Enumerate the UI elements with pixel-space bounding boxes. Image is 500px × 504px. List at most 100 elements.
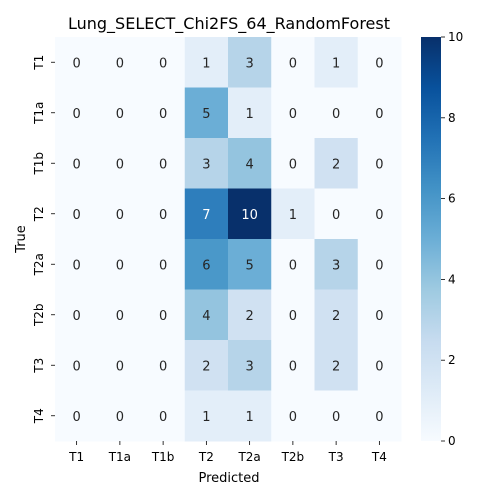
heatmap-cell [98, 239, 142, 290]
y-tick-label: T1a [32, 102, 46, 125]
heatmap-cell [55, 289, 99, 341]
heatmap-cell [98, 87, 142, 139]
heatmap-cell [357, 87, 402, 139]
cell-value-label: 3 [202, 157, 210, 172]
cell-value-label: 0 [159, 56, 167, 71]
cell-value-label: 3 [245, 56, 253, 71]
heatmap-cell [98, 188, 142, 240]
heatmap-cell [184, 87, 229, 139]
heatmap-cell [357, 390, 402, 442]
cell-value-label: 0 [116, 258, 124, 273]
cell-value-label: 2 [332, 157, 340, 172]
cell-value-label: 0 [289, 157, 297, 172]
colorbar-tick-label: 0 [448, 434, 456, 448]
heatmap-cells [55, 37, 402, 442]
cell-value-label: 10 [241, 208, 258, 223]
heatmap-cell [55, 239, 99, 290]
x-tick-label: T1a [108, 450, 131, 464]
cell-value-label: 0 [116, 157, 124, 172]
cell-value-label: 0 [375, 107, 383, 122]
heatmap-cell [55, 138, 99, 189]
heatmap-cell [271, 188, 315, 240]
heatmap-cell [357, 289, 402, 341]
heatmap-cell [357, 37, 402, 88]
heatmap-cell [228, 239, 272, 290]
cell-value-label: 0 [116, 208, 124, 223]
cell-value-label: 0 [159, 157, 167, 172]
x-tick-label: T3 [328, 450, 344, 464]
heatmap-cell [184, 188, 229, 240]
heatmap-cell [141, 289, 186, 341]
heatmap-cell [141, 37, 186, 88]
cell-value-label: 0 [72, 309, 80, 324]
heatmap-cell [184, 340, 229, 391]
cell-annotations: 0 0 0 1 3 0 1 00 0 0 5 1 0 0 00 0 0 3 4 0 2 00 0 0 7 10 1 0 00 0 0 6 5 0 3… [72, 56, 383, 425]
colorbar-tick-label: 2 [448, 353, 456, 367]
heatmap-cell [184, 138, 229, 189]
cell-value-label: 2 [332, 309, 340, 324]
heatmap-cell [314, 340, 359, 391]
cell-value-label: 0 [72, 56, 80, 71]
heatmap-cell [184, 239, 229, 290]
cell-value-label: 1 [245, 410, 253, 425]
cell-value-label: 1 [202, 410, 210, 425]
cell-value-label: 2 [332, 359, 340, 374]
heatmap-cell [184, 390, 229, 442]
cell-value-label: 1 [202, 56, 210, 71]
colorbar-ticks: 0 2 4 6 8 10 [441, 30, 463, 448]
heatmap-cell [184, 289, 229, 341]
heatmap-cell [357, 239, 402, 290]
x-tick-label: T2b [281, 450, 305, 464]
heatmap-cell [314, 37, 359, 88]
y-axis-label: True [14, 225, 29, 254]
heatmap-cell [228, 37, 272, 88]
cell-value-label: 0 [116, 359, 124, 374]
colorbar [421, 37, 441, 441]
heatmap-cell [271, 239, 315, 290]
x-tick-label: T2 [198, 450, 214, 464]
cell-value-label: 0 [332, 208, 340, 223]
x-tick-label: T1b [151, 450, 175, 464]
cell-value-label: 0 [375, 258, 383, 273]
cell-value-label: 0 [332, 107, 340, 122]
colorbar-tick-label: 6 [448, 192, 456, 206]
cell-value-label: 1 [332, 56, 340, 71]
heatmap-cell [314, 239, 359, 290]
heatmap-cell [314, 390, 359, 442]
cell-value-label: 0 [159, 359, 167, 374]
cell-value-label: 0 [116, 56, 124, 71]
x-axis-label: Predicted [198, 471, 259, 486]
cell-value-label: 4 [202, 309, 210, 324]
heatmap-cell [271, 340, 315, 391]
heatmap-cell [357, 138, 402, 189]
heatmap-cell [98, 340, 142, 391]
heatmap-cell [228, 188, 272, 240]
cell-value-label: 0 [116, 410, 124, 425]
cell-value-label: 0 [375, 208, 383, 223]
heatmap-cell [228, 87, 272, 139]
heatmap-cell [271, 289, 315, 341]
cell-value-label: 6 [202, 258, 210, 273]
cell-value-label: 0 [72, 208, 80, 223]
y-tick-label: T1b [32, 152, 46, 176]
cell-value-label: 0 [159, 258, 167, 273]
heatmap-cell [141, 87, 186, 139]
cell-value-label: 0 [289, 56, 297, 71]
cell-value-label: 0 [159, 410, 167, 425]
colorbar-tick-label: 10 [448, 30, 463, 44]
heatmap-cell [55, 87, 99, 139]
cell-value-label: 0 [72, 107, 80, 122]
cell-value-label: 0 [72, 258, 80, 273]
cell-value-label: 0 [289, 107, 297, 122]
cell-value-label: 0 [375, 157, 383, 172]
heatmap-cell [141, 340, 186, 391]
colorbar-tick-label: 8 [448, 111, 456, 125]
cell-value-label: 0 [375, 410, 383, 425]
chart-title: Lung_SELECT_Chi2FS_64_RandomForest [68, 14, 390, 34]
cell-value-label: 0 [375, 56, 383, 71]
heatmap-cell [271, 37, 315, 88]
heatmap-cell [271, 138, 315, 189]
y-tick-label: T1 [32, 55, 46, 71]
